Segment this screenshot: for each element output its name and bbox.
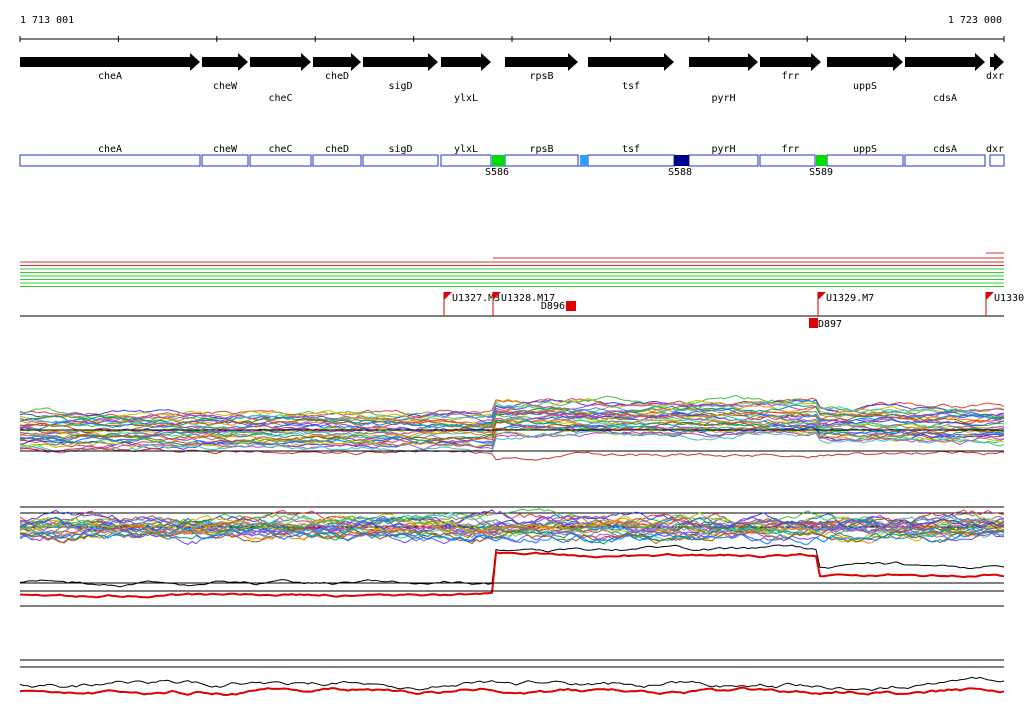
signal-trace bbox=[19, 521, 1005, 542]
gene-box-label: pyrH bbox=[711, 144, 735, 155]
gene-box bbox=[688, 154, 759, 167]
end-coordinate: 1 723 000 bbox=[948, 15, 1002, 26]
gene-box bbox=[312, 154, 362, 167]
gene-arrow bbox=[363, 53, 438, 71]
marker-label: U1330 bbox=[994, 293, 1024, 304]
gene-arrow bbox=[20, 53, 200, 71]
gene-arrow bbox=[202, 53, 248, 71]
gene-box bbox=[440, 154, 492, 167]
signal-trace bbox=[19, 406, 1005, 427]
gene-box-label: cdsA bbox=[933, 144, 957, 155]
site-block bbox=[580, 155, 588, 166]
gene-label: sigD bbox=[388, 81, 412, 92]
gene-label: cdsA bbox=[933, 93, 957, 104]
gene-label: pyrH bbox=[711, 93, 735, 104]
gene-arrow bbox=[505, 53, 578, 71]
gene-label: rpsB bbox=[529, 71, 553, 82]
gene-box bbox=[989, 154, 1005, 167]
marker-flag bbox=[444, 292, 452, 300]
gene-box-label: cheD bbox=[325, 144, 349, 155]
gene-arrow bbox=[588, 53, 674, 71]
gene-arrow bbox=[990, 53, 1004, 71]
gene-label: cheW bbox=[213, 81, 238, 92]
gene-box-label: cheA bbox=[98, 144, 122, 155]
signal-trace bbox=[20, 425, 1005, 449]
signal-trace bbox=[19, 397, 1005, 423]
signal-trace bbox=[19, 516, 1005, 542]
gene-box-label: frr bbox=[781, 144, 799, 155]
deletion bbox=[809, 318, 818, 328]
gene-box-label: ylxL bbox=[454, 144, 478, 155]
signal-trace bbox=[19, 676, 1005, 692]
marker-label: U1329.M7 bbox=[826, 293, 874, 304]
gene-box bbox=[249, 154, 312, 167]
gene-box-label: dxr bbox=[986, 144, 1004, 155]
gene-box bbox=[362, 154, 439, 167]
gene-label: cheA bbox=[98, 71, 122, 82]
gene-label: cheD bbox=[325, 71, 349, 82]
gene-box bbox=[826, 154, 904, 167]
gene-box-label: cheC bbox=[268, 144, 292, 155]
signal-trace bbox=[19, 447, 1005, 461]
signal-trace bbox=[19, 520, 1005, 544]
signal-trace bbox=[19, 544, 1005, 588]
signal-trace bbox=[19, 525, 1005, 545]
signal-trace bbox=[19, 527, 1005, 545]
gene-box bbox=[201, 154, 249, 167]
deletion-label: D897 bbox=[818, 319, 842, 330]
gene-box-label: rpsB bbox=[529, 144, 553, 155]
gene-label: uppS bbox=[853, 81, 877, 92]
gene-arrow bbox=[313, 53, 361, 71]
signal-trace bbox=[19, 525, 1005, 545]
gene-box bbox=[759, 154, 816, 167]
gene-label: tsf bbox=[622, 81, 640, 92]
gene-box-label: tsf bbox=[622, 144, 640, 155]
marker-flag bbox=[493, 292, 501, 300]
signal-trace bbox=[19, 410, 1005, 429]
signal-trace bbox=[19, 523, 1005, 545]
site-block bbox=[492, 155, 505, 166]
gene-arrow bbox=[441, 53, 491, 71]
gene-box bbox=[587, 154, 675, 167]
start-coordinate: 1 713 001 bbox=[20, 15, 74, 26]
signal-trace bbox=[19, 521, 1005, 543]
site-label: S586 bbox=[485, 167, 509, 178]
gene-label: frr bbox=[781, 71, 799, 82]
gene-box bbox=[904, 154, 986, 167]
signal-trace bbox=[19, 399, 1005, 421]
gene-arrow bbox=[827, 53, 903, 71]
marker-flag bbox=[986, 292, 994, 300]
gene-box-label: uppS bbox=[853, 144, 877, 155]
marker-label: U1328.M17 bbox=[501, 293, 555, 304]
signal-trace bbox=[19, 421, 1005, 443]
marker-label: U1327.M3 bbox=[452, 293, 500, 304]
signal-trace bbox=[19, 430, 1005, 454]
gene-arrow bbox=[250, 53, 311, 71]
site-label: S589 bbox=[809, 167, 833, 178]
gene-arrow bbox=[689, 53, 758, 71]
gene-arrow bbox=[905, 53, 985, 71]
site-label: S588 bbox=[668, 167, 692, 178]
signal-trace bbox=[19, 550, 1005, 599]
gene-arrow bbox=[760, 53, 821, 71]
signal-trace bbox=[19, 430, 1005, 453]
deletion bbox=[566, 301, 576, 311]
gene-box-label: sigD bbox=[388, 144, 412, 155]
marker-flag bbox=[818, 292, 826, 300]
signal-trace bbox=[20, 420, 1005, 442]
gene-box-label: cheW bbox=[213, 144, 238, 155]
gene-label: dxr bbox=[986, 71, 1004, 82]
site-block bbox=[674, 155, 689, 166]
signal-trace bbox=[19, 409, 1005, 432]
gene-label: ylxL bbox=[454, 93, 478, 104]
deletion-label: D896 bbox=[541, 301, 565, 312]
signal-trace bbox=[19, 509, 1005, 530]
signal-trace bbox=[19, 413, 1005, 441]
gene-box bbox=[19, 154, 201, 167]
site-block bbox=[816, 155, 827, 166]
gene-label: cheC bbox=[268, 93, 292, 104]
signal-trace bbox=[19, 686, 1005, 697]
gene-box bbox=[504, 154, 579, 167]
